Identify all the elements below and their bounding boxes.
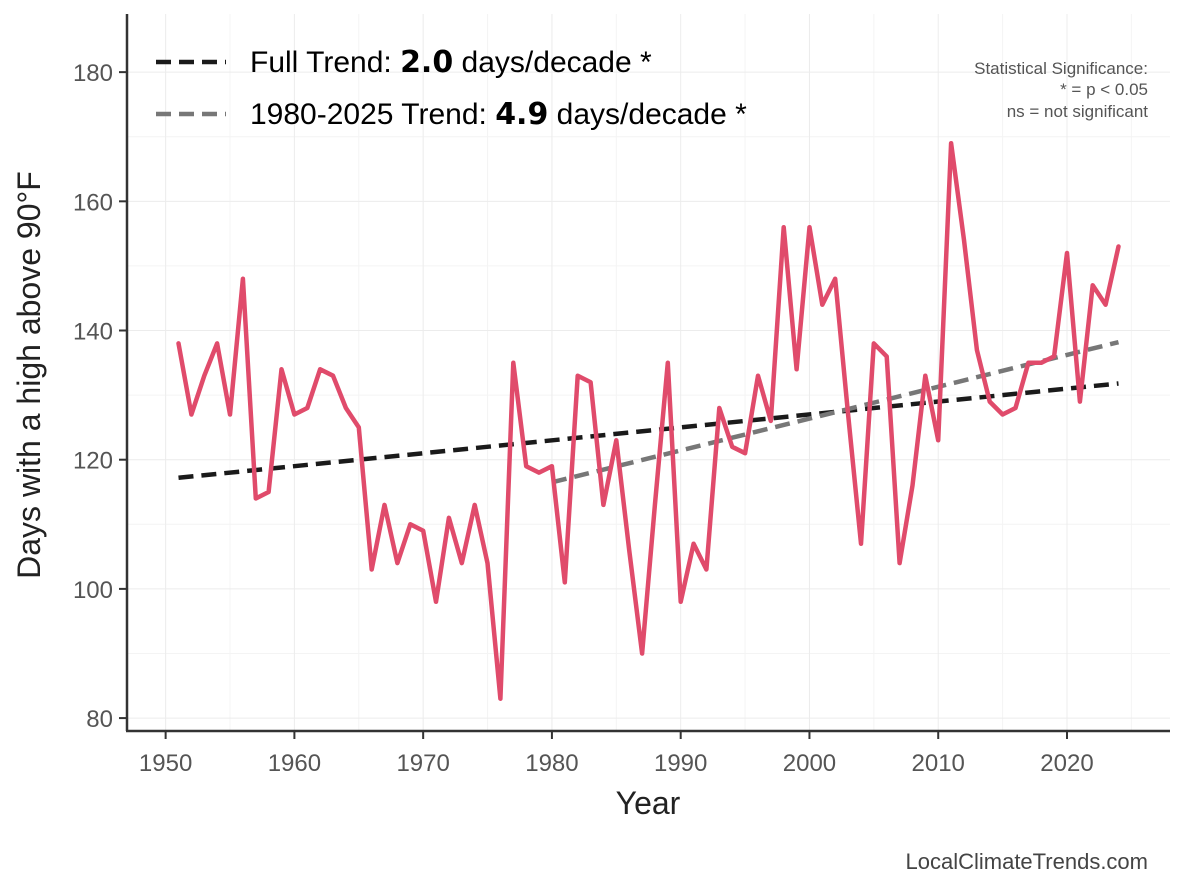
x-ticks: 1950 1960 1970 1980 1990 2000 2010 2020 [139, 731, 1094, 777]
x-tick-label: 2000 [783, 750, 836, 777]
source-credit: LocalClimateTrends.com [906, 849, 1149, 874]
recent-trend-line [551, 339, 1120, 485]
legend-label-full-trend: Full Trend: 2.0 days/decade * [250, 45, 652, 80]
y-tick-label: 120 [73, 448, 113, 475]
significance-note-line: * = p < 0.05 [1060, 80, 1148, 99]
x-tick-label: 1980 [525, 750, 578, 777]
significance-note: Statistical Significance: * = p < 0.05 n… [974, 59, 1148, 121]
x-tick-label: 2010 [912, 750, 965, 777]
grid-lines [127, 14, 1170, 731]
data-series [176, 140, 1121, 701]
legend: Full Trend: 2.0 days/decade * 1980-2025 … [156, 45, 747, 132]
trend-lines [178, 339, 1120, 485]
y-tick-label: 100 [73, 577, 113, 604]
series-line [176, 140, 1121, 701]
y-tick-label: 80 [86, 706, 113, 733]
y-axis-title: Days with a high above 90°F [11, 171, 47, 579]
y-ticks: 80 100 120 140 160 180 [73, 60, 127, 733]
x-tick-label: 1960 [268, 750, 321, 777]
x-axis-title: Year [616, 785, 681, 821]
full-trend-line [178, 381, 1119, 481]
x-tick-label: 1970 [396, 750, 449, 777]
y-tick-label: 140 [73, 319, 113, 346]
legend-label-recent-trend: 1980-2025 Trend: 4.9 days/decade * [250, 97, 747, 132]
y-tick-label: 160 [73, 189, 113, 216]
significance-note-line: Statistical Significance: [974, 59, 1148, 78]
x-tick-label: 1950 [139, 750, 192, 777]
y-tick-label: 180 [73, 60, 113, 87]
significance-note-line: ns = not significant [1007, 102, 1149, 121]
x-tick-label: 2020 [1040, 750, 1093, 777]
axes [125, 14, 1170, 733]
x-tick-label: 1990 [654, 750, 707, 777]
